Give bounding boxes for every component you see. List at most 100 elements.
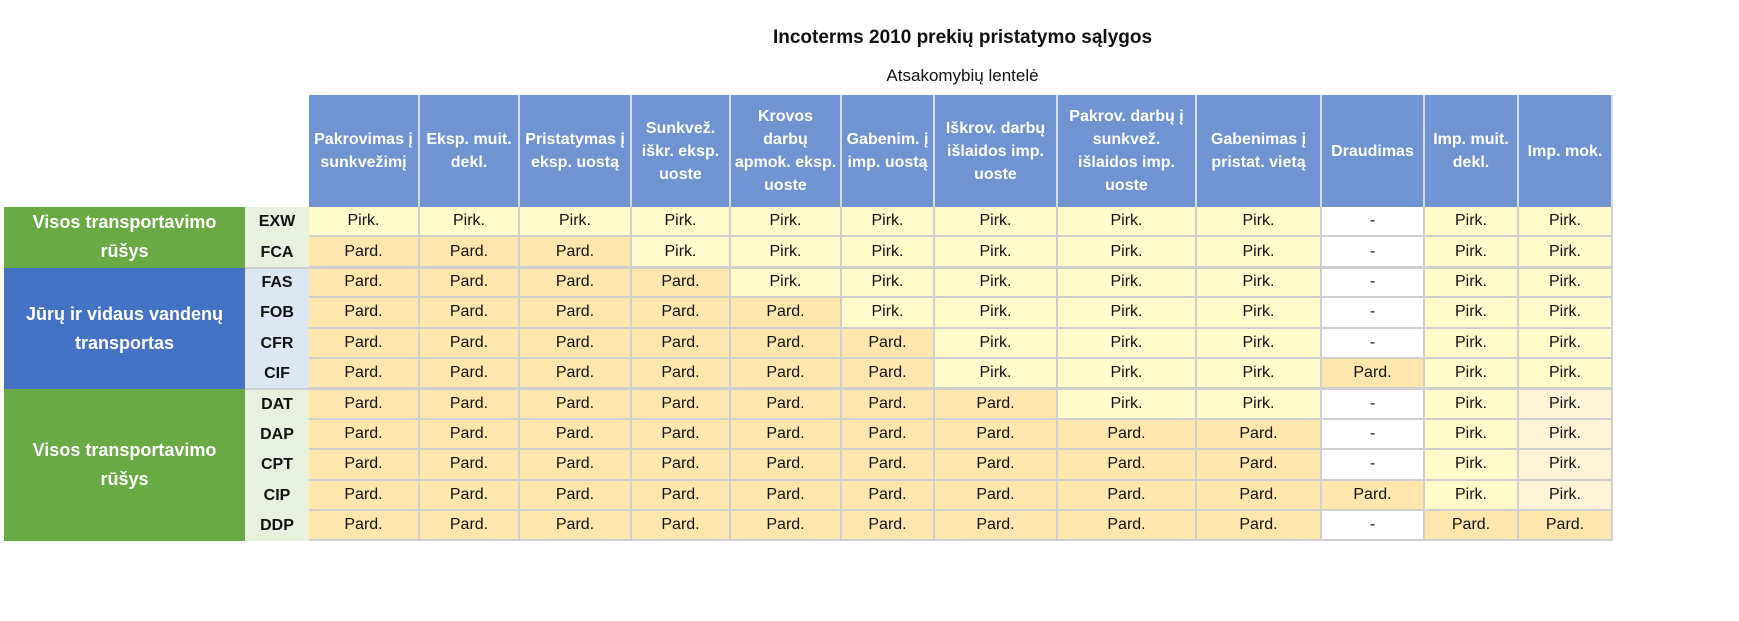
table-cell: Pirk. (1519, 359, 1613, 390)
table-cell: Pard. (842, 359, 935, 390)
table-cell: Pard. (731, 389, 842, 420)
incoterm-code: CIF (245, 359, 309, 390)
table-cell: Pard. (935, 389, 1058, 420)
table-cell: Pard. (1519, 511, 1613, 542)
title-text: Incoterms 2010 prekių pristatymo sąlygos (772, 27, 1153, 48)
table-cell: Pard. (731, 359, 842, 390)
group-divider (245, 266, 1613, 269)
table-cell: Pirk. (1519, 450, 1613, 481)
subtitle-text: Atsakomybių lentelė (886, 66, 1039, 85)
table-cell: Pard. (309, 480, 420, 511)
table-cell: Pard. (632, 480, 731, 511)
table-cell: Pard. (420, 389, 520, 420)
column-header: Pristatymas į eksp. uostą (520, 95, 632, 207)
table-cell: Pard. (520, 480, 632, 511)
table-cell: Pard. (1197, 419, 1322, 451)
table-cell: Pirk. (1197, 389, 1322, 420)
table-cell: Pirk. (632, 237, 731, 268)
table-cell: Pard. (309, 419, 420, 451)
table-cell: Pirk. (1425, 480, 1519, 511)
table-cell: Pirk. (1425, 298, 1519, 329)
table-cell: Pirk. (1519, 237, 1613, 268)
table-cell: Pard. (1322, 359, 1425, 390)
page-subtitle: Atsakomybių lentelė (0, 66, 1739, 86)
table-cell: Pirk. (632, 207, 731, 238)
table-cell: Pirk. (1197, 328, 1322, 359)
column-header: Imp. mok. (1519, 95, 1613, 207)
table-cell: Pard. (420, 237, 520, 268)
table-cell: Pard. (420, 359, 520, 390)
table-cell: Pard. (1058, 419, 1197, 451)
table-cell: Pirk. (1519, 207, 1613, 238)
table-cell: Pard. (520, 328, 632, 359)
table-cell: - (1322, 237, 1425, 268)
table-cell: Pard. (1425, 511, 1519, 542)
table-cell: Pard. (1058, 450, 1197, 481)
table-cell: Pirk. (1425, 359, 1519, 390)
table-cell: - (1322, 419, 1425, 451)
table-cell: Pirk. (935, 359, 1058, 390)
table-cell: Pirk. (1519, 419, 1613, 451)
table-cell: Pard. (1058, 480, 1197, 511)
table-cell: Pirk. (1425, 450, 1519, 481)
table-cell: Pard. (632, 359, 731, 390)
table-cell: - (1322, 298, 1425, 329)
table-cell: - (1322, 207, 1425, 238)
table-cell: Pard. (420, 267, 520, 299)
group-label: Visos transportavimo rūšys (4, 207, 245, 268)
table-cell: Pirk. (1519, 328, 1613, 359)
column-header: Eksp. muit. dekl. (420, 95, 520, 207)
table-cell: Pard. (420, 298, 520, 329)
table-cell: Pirk. (1425, 328, 1519, 359)
column-header: Pakrov. darbų į sunkvež. išlaidos imp. u… (1058, 95, 1197, 207)
table-cell: Pirk. (1197, 267, 1322, 299)
table-cell: Pard. (842, 389, 935, 420)
table-cell: Pard. (731, 511, 842, 542)
table-cell: Pard. (731, 450, 842, 481)
table-cell: Pirk. (1058, 359, 1197, 390)
table-cell: Pirk. (1058, 298, 1197, 329)
column-header: Sunkvež. iškr. eksp. uoste (632, 95, 731, 207)
table-cell: Pirk. (1058, 237, 1197, 268)
table-cell: Pirk. (842, 267, 935, 299)
table-cell: Pirk. (1425, 207, 1519, 238)
table-cell: Pirk. (1519, 480, 1613, 511)
table-cell: Pard. (520, 419, 632, 451)
table-cell: Pard. (420, 480, 520, 511)
table-cell: Pard. (842, 328, 935, 359)
table-cell: Pirk. (1197, 359, 1322, 390)
table-cell: - (1322, 267, 1425, 299)
table-cell: Pirk. (1058, 267, 1197, 299)
table-cell: Pard. (935, 511, 1058, 542)
table-cell: Pirk. (1058, 389, 1197, 420)
incoterm-code: DDP (245, 511, 309, 542)
table-cell: Pirk. (1197, 237, 1322, 268)
table-cell: Pard. (309, 328, 420, 359)
table-cell: Pirk. (842, 207, 935, 238)
table-cell: Pard. (632, 450, 731, 481)
table-cell: Pard. (632, 328, 731, 359)
table-cell: Pard. (309, 511, 420, 542)
table-cell: Pard. (309, 359, 420, 390)
table-cell: Pirk. (1519, 298, 1613, 329)
table-cell: Pard. (1197, 511, 1322, 542)
table-cell: Pard. (309, 237, 420, 268)
table-cell: Pard. (309, 298, 420, 329)
group-label: Jūrų ir vidaus vandenų transportas (4, 267, 245, 390)
table-cell: Pirk. (731, 237, 842, 268)
table-cell: Pard. (309, 450, 420, 481)
table-cell: Pirk. (935, 237, 1058, 268)
group-label: Visos transportavimo rūšys (4, 389, 245, 542)
table-cell: Pirk. (731, 267, 842, 299)
column-header: Pakrovimas į sunkvežimį (309, 95, 420, 207)
table-cell: Pard. (935, 480, 1058, 511)
column-header: Gabenim. į imp. uostą (842, 95, 935, 207)
table-cell: Pard. (842, 450, 935, 481)
table-cell: Pirk. (935, 267, 1058, 299)
table-cell: Pard. (309, 389, 420, 420)
incoterm-code: CFR (245, 328, 309, 359)
page-title: Incoterms 2010 prekių pristatymo sąlygos (0, 27, 1739, 49)
column-header: Gabenimas į pristat. vietą (1197, 95, 1322, 207)
table-cell: Pirk. (1425, 237, 1519, 268)
table-cell: - (1322, 328, 1425, 359)
